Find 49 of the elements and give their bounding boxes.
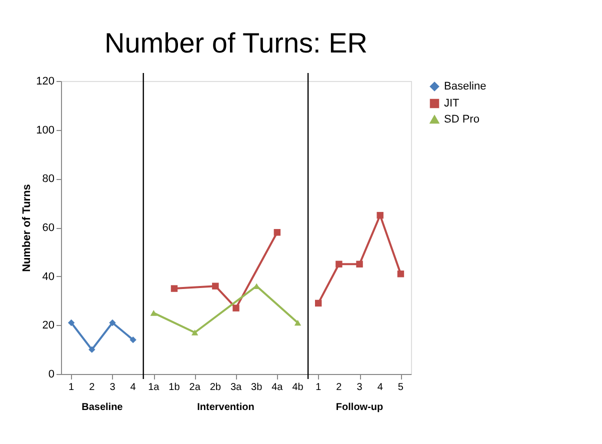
point	[356, 260, 363, 268]
x-tick-label: 3a	[230, 382, 242, 393]
x-tick-label: 2a	[189, 382, 201, 393]
x-tick-label: 1a	[148, 382, 160, 393]
y-tick-label: 80	[42, 173, 54, 186]
point	[88, 346, 96, 353]
x-tick-label: 4a	[272, 382, 284, 393]
point	[294, 320, 302, 326]
legend-label: Baseline	[444, 80, 486, 92]
x-tick-label: 3	[110, 382, 116, 393]
point	[130, 336, 136, 344]
legend-label: SD Pro	[444, 114, 480, 126]
y-tick-label: 120	[36, 76, 54, 88]
point	[191, 330, 198, 336]
legend-label: JIT	[444, 98, 460, 110]
x-tick-label: 4	[377, 382, 384, 393]
x-tick-label: 3	[356, 382, 363, 393]
x-tick-label: 2	[89, 382, 96, 393]
chart-title: Number of Turns: ER	[104, 27, 368, 58]
point	[336, 260, 342, 268]
point	[212, 282, 219, 290]
x-tick-label: 5	[398, 382, 404, 393]
point	[109, 319, 116, 326]
y-tick-label: 40	[42, 270, 54, 283]
point	[68, 319, 75, 326]
x-tick-label: 1	[316, 382, 322, 393]
point	[253, 283, 260, 290]
x-tick-label: 1b	[168, 382, 180, 393]
text: Baseline	[82, 402, 124, 413]
y-tick-label: 20	[42, 320, 54, 332]
x-tick-label: 2b	[210, 382, 222, 393]
x-tick-label: 1	[68, 382, 75, 393]
point	[397, 270, 404, 278]
point	[274, 229, 281, 236]
x-tick-label: 3b	[251, 382, 263, 393]
point	[232, 304, 240, 312]
x-tick-label: 2	[336, 382, 342, 393]
y-tick-label: 0	[48, 368, 54, 380]
x-tick-label: 4b	[292, 382, 304, 393]
x-tick-label: 4	[130, 382, 136, 393]
text: Intervention	[197, 402, 254, 413]
y-axis-title: Number of Turns	[21, 184, 34, 272]
point	[315, 300, 322, 307]
point	[170, 285, 178, 292]
y-tick-label: 60	[42, 222, 54, 234]
point	[376, 212, 384, 219]
text: Follow-up	[336, 402, 384, 413]
point	[150, 310, 157, 316]
y-tick-label: 100	[36, 124, 54, 136]
